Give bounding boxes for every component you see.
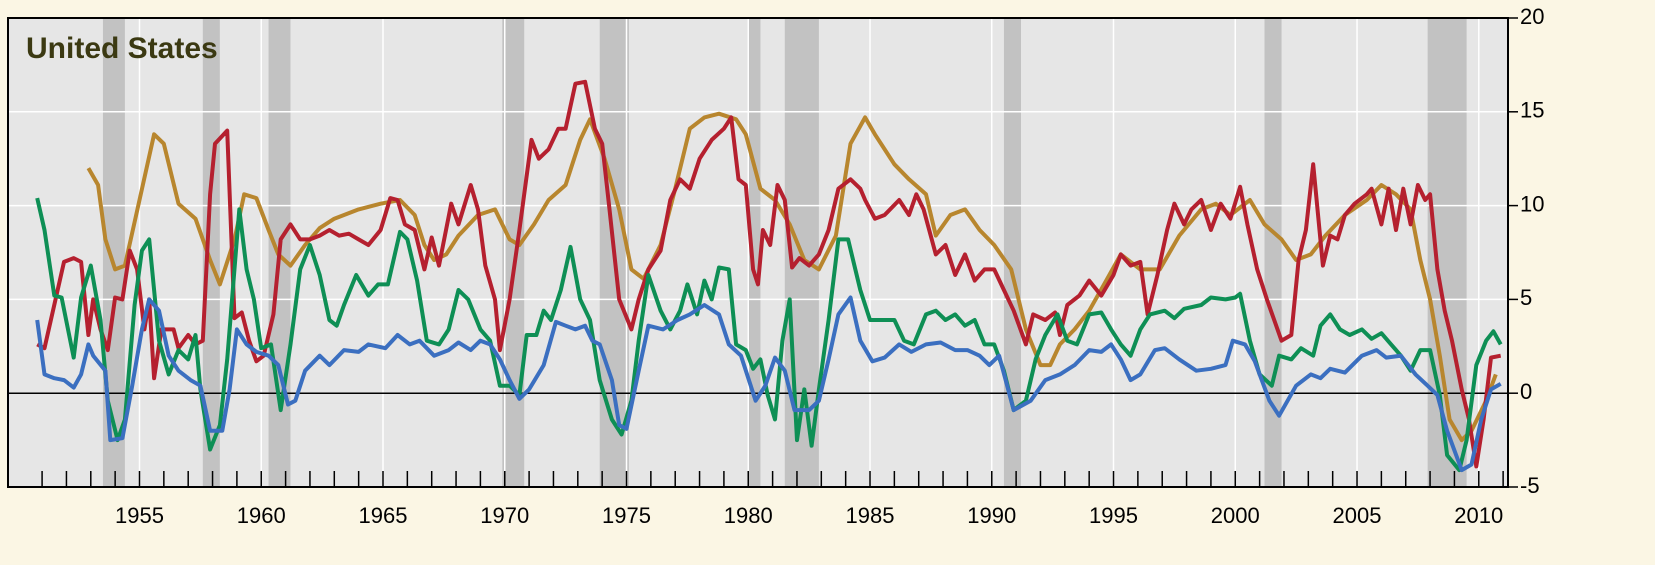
x-tick-label: 1975 (602, 503, 651, 528)
x-tick-label: 1995 (1089, 503, 1138, 528)
lines (35, 79, 1503, 473)
x-tick-label: 2000 (1211, 503, 1260, 528)
y-tick-label: 5 (1520, 285, 1532, 310)
recession-band (1003, 18, 1021, 487)
x-tick-label: 1985 (846, 503, 895, 528)
y-tick-label: 15 (1520, 98, 1544, 123)
x-tick-label: 1970 (480, 503, 529, 528)
plot-border (7, 17, 1509, 488)
x-tick-label: 1965 (359, 503, 408, 528)
y-tick-label: 10 (1520, 191, 1544, 216)
recession-band (1427, 18, 1467, 487)
recession-band (748, 18, 761, 487)
chart-title: United States (26, 32, 218, 65)
recession-band (202, 18, 220, 487)
x-tick-label: 1980 (724, 503, 773, 528)
x-tick-label: 2005 (1333, 503, 1382, 528)
y-tick-label: 0 (1520, 379, 1532, 404)
series-line (86, 111, 1498, 443)
y-tick-label: 20 (1520, 4, 1544, 29)
series-line (36, 79, 1502, 469)
series-line (35, 295, 1502, 473)
x-tick-label: 2010 (1454, 503, 1503, 528)
y-tick-label: -5 (1520, 473, 1540, 498)
recession-band (502, 18, 525, 487)
axes: -5 0 5 10 15 20 1955 1960 1965 1970 1975 1980 1985 19… (41, 4, 1544, 528)
series-line (35, 197, 1503, 473)
x-tick-label: 1990 (967, 503, 1016, 528)
recession-band (102, 18, 125, 487)
x-tick-label: 1960 (237, 503, 286, 528)
x-tick-label: 1955 (115, 503, 164, 528)
